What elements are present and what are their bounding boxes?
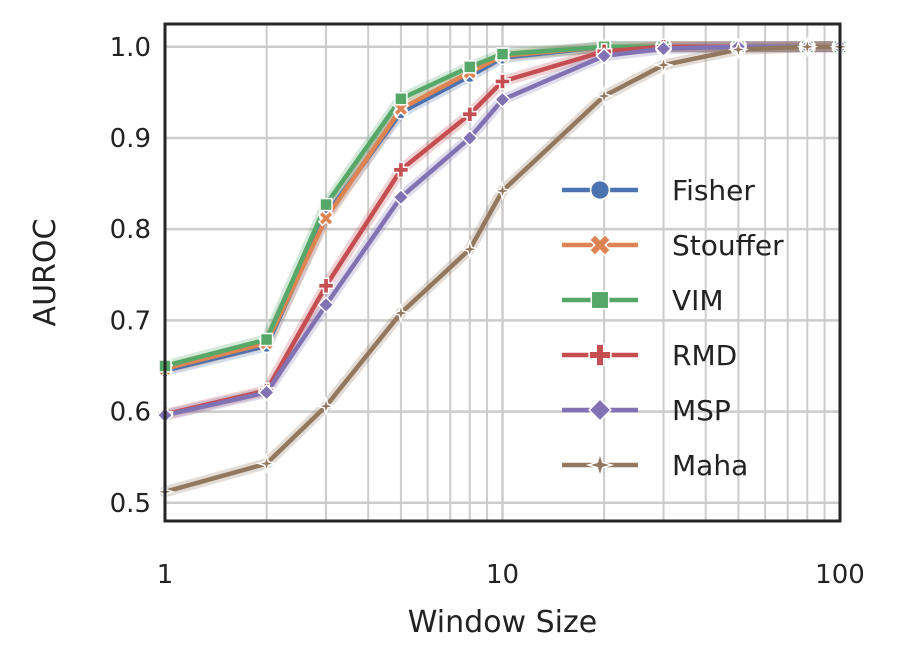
data-point [392, 188, 410, 206]
data-point [459, 238, 481, 260]
data-point [392, 161, 410, 179]
legend-label: RMD [672, 339, 737, 372]
y-tick-label: 0.8 [110, 215, 151, 245]
data-point [652, 54, 675, 76]
data-point [394, 92, 408, 106]
x-tick-label: 1 [157, 560, 174, 590]
data-point [259, 332, 274, 347]
data-point [589, 179, 611, 201]
legend-entry: Maha [562, 449, 748, 482]
plot-frame [163, 22, 842, 523]
data-point [727, 38, 750, 61]
series-markers [154, 36, 851, 503]
data-point [255, 452, 278, 475]
y-tick-label: 1.0 [110, 33, 151, 63]
x-tick-label: 10 [486, 560, 519, 590]
data-point [495, 47, 510, 61]
data-point [588, 398, 612, 422]
data-point [317, 296, 335, 314]
x-axis-label: Window Size [408, 605, 597, 640]
legend-entry: Stouffer [562, 229, 784, 262]
legend-label: Fisher [672, 174, 755, 207]
data-point [258, 383, 276, 401]
y-tick-label: 0.6 [110, 398, 151, 428]
data-point [588, 343, 612, 367]
data-point [588, 233, 612, 257]
legend-entry: Fisher [562, 174, 755, 207]
legend-label: Stouffer [672, 229, 784, 262]
data-point [494, 73, 511, 90]
legend-entry: MSP [562, 394, 731, 427]
data-point [317, 277, 335, 294]
legend-entry: RMD [562, 339, 737, 372]
data-point [796, 36, 818, 58]
data-point [390, 302, 412, 324]
x-tick-labels: 1 10 100 [157, 560, 865, 590]
y-tick-label: 0.5 [110, 489, 151, 519]
legend-label: VIM [672, 284, 724, 317]
data-point [463, 60, 477, 74]
y-tick-labels: 0.5 0.6 0.7 0.8 0.9 1.0 [110, 33, 151, 519]
data-point [493, 91, 512, 109]
legend-entry: VIM [562, 284, 724, 317]
data-point [315, 395, 337, 417]
data-point [593, 85, 615, 107]
y-tick-label: 0.7 [110, 306, 151, 336]
data-point [461, 129, 479, 147]
data-point [585, 450, 615, 480]
legend-label: MSP [672, 394, 731, 427]
legend-label: Maha [672, 449, 748, 482]
data-point [491, 180, 514, 202]
x-tick-label: 100 [815, 560, 865, 590]
data-point [461, 106, 479, 123]
data-point [590, 290, 610, 310]
data-point [319, 197, 333, 212]
legend: Fisher Stouffer VIM RMD MSP Maha [562, 174, 784, 482]
y-tick-label: 0.9 [110, 124, 151, 154]
data-point [595, 47, 613, 65]
y-axis-label: AUROC [28, 219, 63, 327]
